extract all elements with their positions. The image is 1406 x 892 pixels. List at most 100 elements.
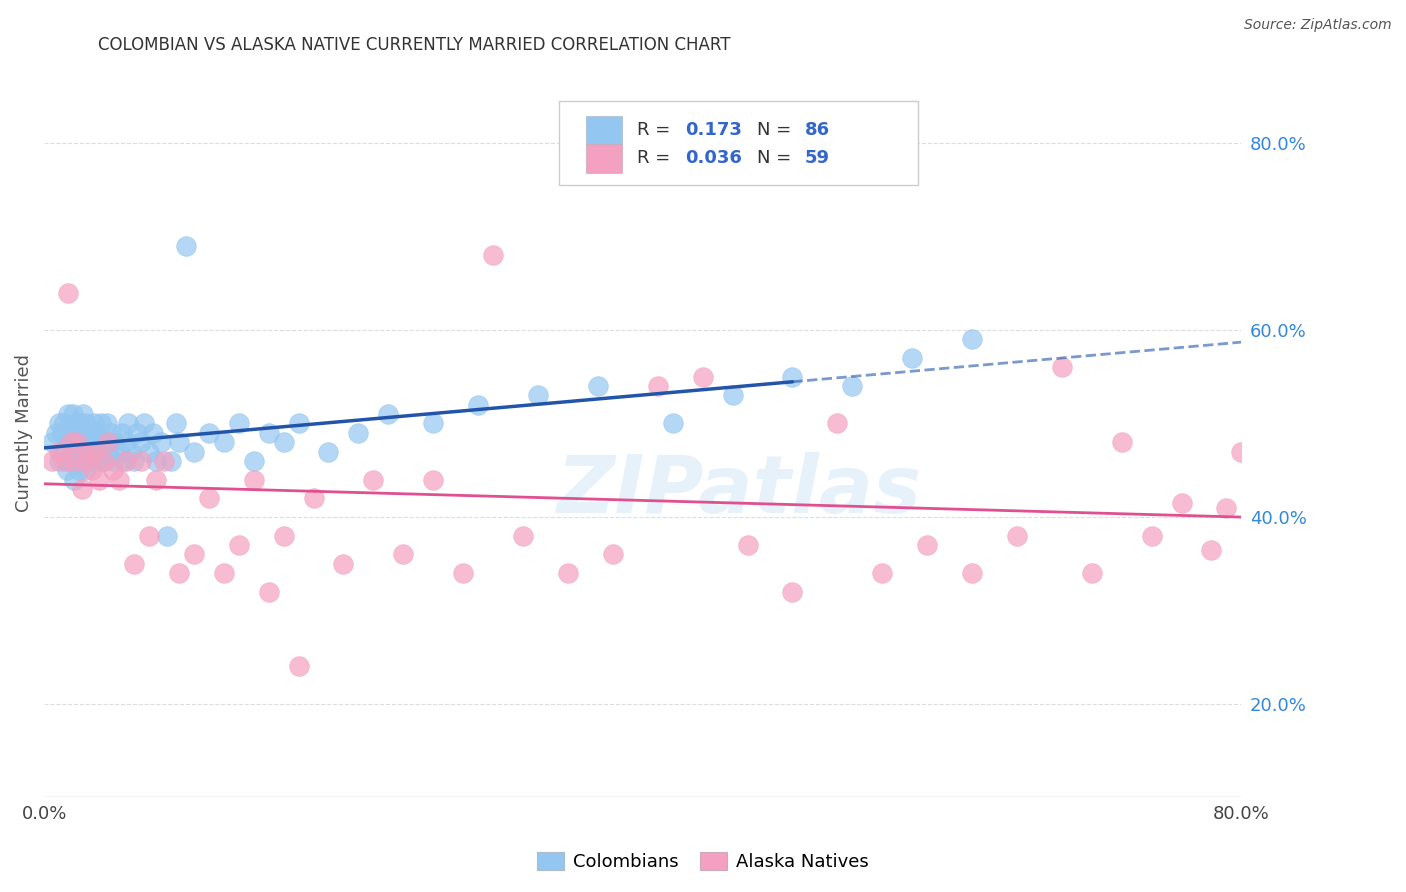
- Point: [156, 528, 179, 542]
- Point: [138, 444, 160, 458]
- Text: 86: 86: [804, 121, 830, 139]
- Point: [153, 454, 176, 468]
- Point: [482, 248, 505, 262]
- Point: [51, 444, 73, 458]
- Point: [167, 566, 190, 580]
- Point: [77, 444, 100, 458]
- Text: R =: R =: [637, 121, 676, 139]
- Text: Source: ZipAtlas.com: Source: ZipAtlas.com: [1244, 18, 1392, 32]
- Point: [377, 407, 399, 421]
- Point: [62, 407, 84, 421]
- Point: [302, 491, 325, 506]
- Point: [108, 444, 131, 458]
- Point: [363, 473, 385, 487]
- Point: [108, 473, 131, 487]
- Point: [120, 444, 142, 458]
- Point: [67, 435, 90, 450]
- Point: [60, 435, 83, 450]
- Point: [70, 454, 93, 468]
- Point: [183, 547, 205, 561]
- Point: [242, 454, 264, 468]
- Point: [1201, 542, 1223, 557]
- Point: [93, 454, 115, 468]
- Point: [901, 351, 924, 365]
- Point: [55, 435, 77, 450]
- Point: [782, 369, 804, 384]
- Point: [661, 417, 683, 431]
- Point: [66, 435, 89, 450]
- Point: [125, 425, 148, 440]
- Point: [70, 425, 93, 440]
- Point: [83, 417, 105, 431]
- Point: [77, 444, 100, 458]
- Point: [111, 425, 134, 440]
- Point: [73, 435, 96, 450]
- Point: [347, 425, 370, 440]
- Point: [332, 557, 354, 571]
- Point: [93, 454, 115, 468]
- Point: [527, 388, 550, 402]
- Point: [96, 417, 118, 431]
- Point: [647, 379, 669, 393]
- Text: 0.173: 0.173: [685, 121, 741, 139]
- Point: [960, 333, 983, 347]
- Point: [212, 566, 235, 580]
- Point: [122, 557, 145, 571]
- Point: [89, 435, 111, 450]
- Point: [56, 454, 79, 468]
- Point: [1111, 435, 1133, 450]
- Point: [149, 435, 172, 450]
- Point: [915, 538, 938, 552]
- Point: [48, 454, 70, 468]
- Text: ZIPatlas: ZIPatlas: [555, 452, 921, 530]
- Point: [122, 454, 145, 468]
- Point: [318, 444, 340, 458]
- Point: [287, 659, 309, 673]
- Point: [1215, 500, 1237, 515]
- Legend: Colombians, Alaska Natives: Colombians, Alaska Natives: [530, 845, 876, 879]
- Point: [422, 417, 444, 431]
- Text: 59: 59: [804, 149, 830, 167]
- Point: [228, 417, 250, 431]
- Point: [75, 454, 97, 468]
- Point: [870, 566, 893, 580]
- Text: N =: N =: [756, 149, 797, 167]
- Point: [257, 425, 280, 440]
- Text: COLOMBIAN VS ALASKA NATIVE CURRENTLY MARRIED CORRELATION CHART: COLOMBIAN VS ALASKA NATIVE CURRENTLY MAR…: [98, 36, 731, 54]
- Point: [165, 417, 187, 431]
- Point: [557, 566, 579, 580]
- Point: [69, 417, 91, 431]
- Point: [63, 473, 86, 487]
- Point: [41, 454, 63, 468]
- Point: [97, 444, 120, 458]
- Point: [692, 369, 714, 384]
- Point: [79, 454, 101, 468]
- Bar: [586, 116, 623, 145]
- Point: [48, 444, 70, 458]
- Point: [1081, 566, 1104, 580]
- Point: [63, 444, 86, 458]
- Point: [586, 379, 609, 393]
- Y-axis label: Currently Married: Currently Married: [15, 354, 32, 512]
- Point: [75, 417, 97, 431]
- Point: [86, 444, 108, 458]
- Point: [80, 435, 103, 450]
- Point: [1140, 528, 1163, 542]
- Point: [183, 444, 205, 458]
- Point: [273, 435, 295, 450]
- Point: [115, 454, 138, 468]
- Point: [827, 417, 849, 431]
- Point: [41, 435, 63, 450]
- Point: [67, 463, 90, 477]
- Point: [101, 463, 124, 477]
- Point: [131, 435, 153, 450]
- Point: [77, 425, 100, 440]
- Point: [197, 425, 219, 440]
- Point: [602, 547, 624, 561]
- Point: [721, 388, 744, 402]
- Point: [56, 407, 79, 421]
- Point: [167, 435, 190, 450]
- Point: [90, 417, 112, 431]
- Point: [512, 528, 534, 542]
- Point: [48, 417, 70, 431]
